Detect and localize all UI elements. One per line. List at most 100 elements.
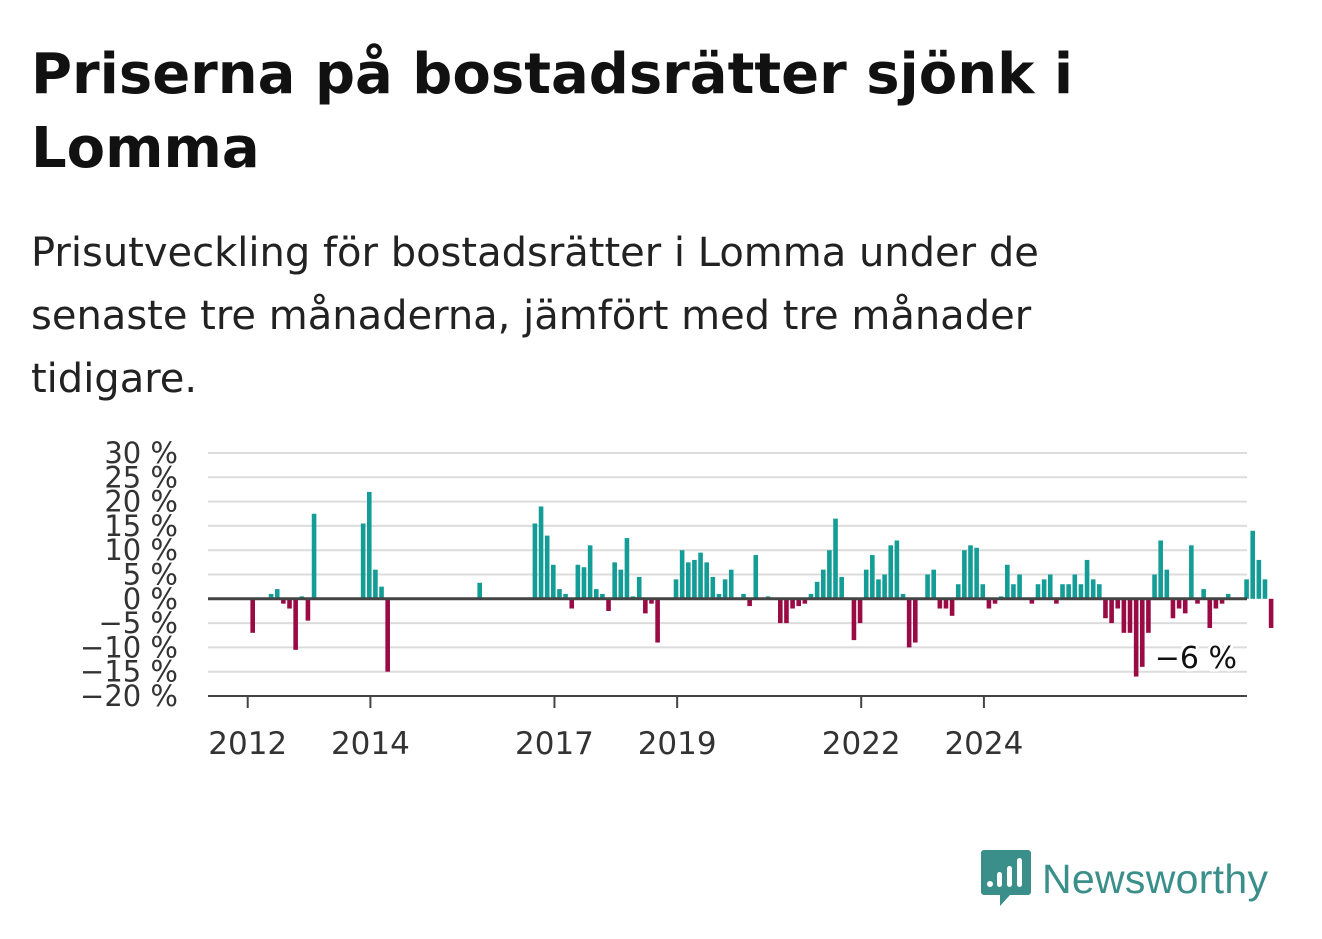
last-value-label: −6 %	[1155, 641, 1237, 676]
bar	[557, 589, 562, 599]
bar	[250, 598, 256, 633]
bar	[1097, 584, 1102, 599]
bar	[673, 579, 679, 599]
bar	[600, 593, 605, 599]
bar	[1201, 589, 1206, 599]
bar	[1219, 598, 1225, 604]
bar	[1060, 584, 1065, 599]
bar	[274, 589, 280, 599]
y-tick-label: −20 %	[80, 679, 178, 713]
bar	[606, 598, 611, 611]
bar	[1164, 569, 1170, 599]
bar	[1115, 598, 1121, 609]
bar	[385, 598, 390, 672]
newsworthy-logo-icon	[981, 850, 1031, 906]
bar	[287, 598, 292, 609]
bar	[1146, 598, 1151, 633]
bar	[643, 598, 648, 614]
bar	[1170, 598, 1176, 619]
bar	[912, 598, 918, 643]
bar	[1207, 598, 1213, 628]
bar	[1011, 584, 1016, 599]
x-tick-label: 2022	[822, 726, 901, 762]
bar	[943, 598, 949, 609]
bar	[636, 576, 642, 599]
bar	[937, 598, 943, 609]
bar	[974, 547, 979, 599]
bar	[716, 593, 722, 599]
bar	[704, 562, 709, 599]
bar	[1054, 598, 1059, 604]
y-tick-label: −10 %	[80, 630, 178, 664]
bar	[833, 518, 838, 599]
chart-subtitle: Prisutveckling för bostadsrätter i Lomma…	[31, 230, 1039, 402]
bar	[563, 593, 568, 599]
bar	[379, 586, 384, 599]
bar	[1029, 598, 1035, 604]
bar	[888, 545, 894, 599]
bar	[962, 550, 967, 599]
bar	[722, 579, 728, 599]
bar	[1035, 584, 1041, 599]
bar	[1189, 545, 1194, 599]
bar	[790, 598, 795, 609]
bar	[814, 581, 820, 599]
bar	[1109, 598, 1114, 624]
bar	[305, 598, 311, 621]
bar	[992, 598, 998, 604]
gridlines	[208, 452, 1247, 673]
bar	[1225, 593, 1231, 599]
x-tick-label: 2019	[638, 726, 717, 762]
bar	[544, 535, 550, 599]
bar	[870, 555, 875, 599]
bar	[311, 513, 317, 599]
bar	[728, 569, 734, 599]
bar	[1176, 598, 1182, 609]
bar	[1121, 598, 1127, 633]
bar	[925, 574, 930, 599]
bar	[741, 593, 746, 599]
bar	[827, 550, 832, 599]
bar	[373, 569, 378, 599]
x-tick-label: 2012	[208, 726, 287, 762]
bar	[931, 569, 936, 599]
bar	[1090, 579, 1096, 599]
bar	[1182, 598, 1188, 614]
bar	[655, 598, 660, 643]
bar	[710, 576, 716, 599]
bar	[575, 564, 581, 599]
bar	[1133, 598, 1139, 677]
y-tick-label: 30 %	[104, 436, 178, 470]
bar	[477, 582, 482, 599]
bar	[538, 506, 544, 599]
bar	[820, 569, 826, 599]
bar	[1256, 559, 1262, 599]
bar	[1103, 598, 1108, 619]
bars	[250, 491, 1274, 677]
bar	[366, 491, 372, 599]
bar	[692, 559, 697, 599]
y-tick-label: −5 %	[98, 606, 178, 640]
bar	[1127, 598, 1133, 633]
bar	[753, 555, 759, 599]
bar	[698, 552, 703, 599]
bar	[863, 569, 869, 599]
bar	[581, 567, 587, 599]
bar	[1250, 530, 1256, 599]
y-tick-label: 5 %	[123, 558, 178, 592]
bar	[1084, 559, 1090, 599]
bar-chart: 30 %25 %20 %15 %10 %5 %0 %−5 %−10 %−15 %…	[80, 436, 1274, 762]
bar	[1072, 574, 1078, 599]
bar	[876, 579, 881, 599]
bar	[293, 598, 298, 650]
bar	[882, 574, 887, 599]
bar	[1262, 579, 1268, 599]
bar	[796, 598, 802, 607]
bar	[986, 598, 992, 609]
bar	[778, 598, 783, 624]
bar	[360, 523, 366, 599]
y-axis-tick-labels: 30 %25 %20 %15 %10 %5 %0 %−5 %−10 %−15 %…	[80, 436, 178, 713]
bar	[624, 538, 630, 599]
bar	[802, 598, 808, 604]
y-tick-label: 15 %	[104, 509, 178, 543]
